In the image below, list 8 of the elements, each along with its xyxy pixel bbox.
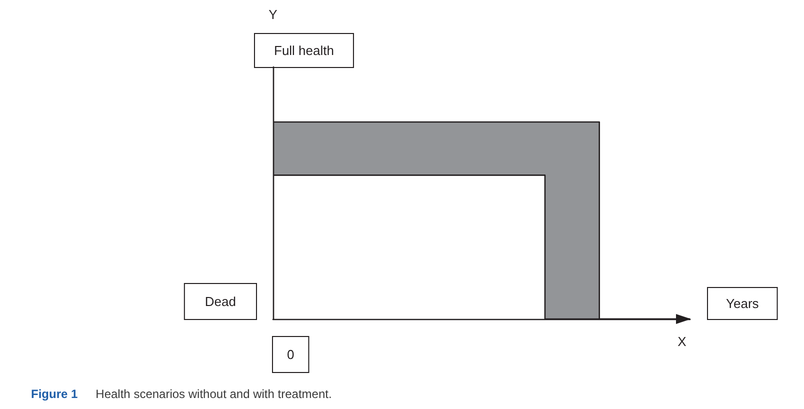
text: Y xyxy=(268,7,278,22)
text: Dead xyxy=(204,294,236,309)
text: Health scenarios without and with treatment. xyxy=(96,387,332,401)
text: Full health xyxy=(274,43,334,58)
text: Figure 1 xyxy=(31,387,78,401)
x-axis-title: X xyxy=(678,334,687,349)
text: 0 xyxy=(287,347,294,362)
text: Years xyxy=(726,296,760,311)
